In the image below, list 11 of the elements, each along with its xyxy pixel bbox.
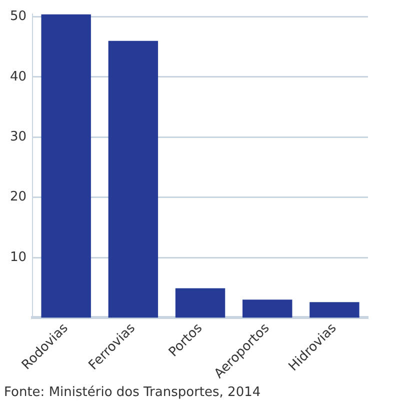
y-tick-label: 20 <box>10 190 27 205</box>
source-note: Fonte: Ministério dos Transportes, 2014 <box>3 385 262 401</box>
bar <box>41 14 91 318</box>
bar <box>310 302 360 318</box>
bar <box>175 288 226 318</box>
y-tick-label: 40 <box>10 69 27 84</box>
y-tick-label: 10 <box>10 250 27 265</box>
bar <box>108 40 158 318</box>
bar <box>242 300 292 318</box>
y-tick-label: 30 <box>10 130 27 145</box>
y-tick-label: 50 <box>10 9 27 24</box>
